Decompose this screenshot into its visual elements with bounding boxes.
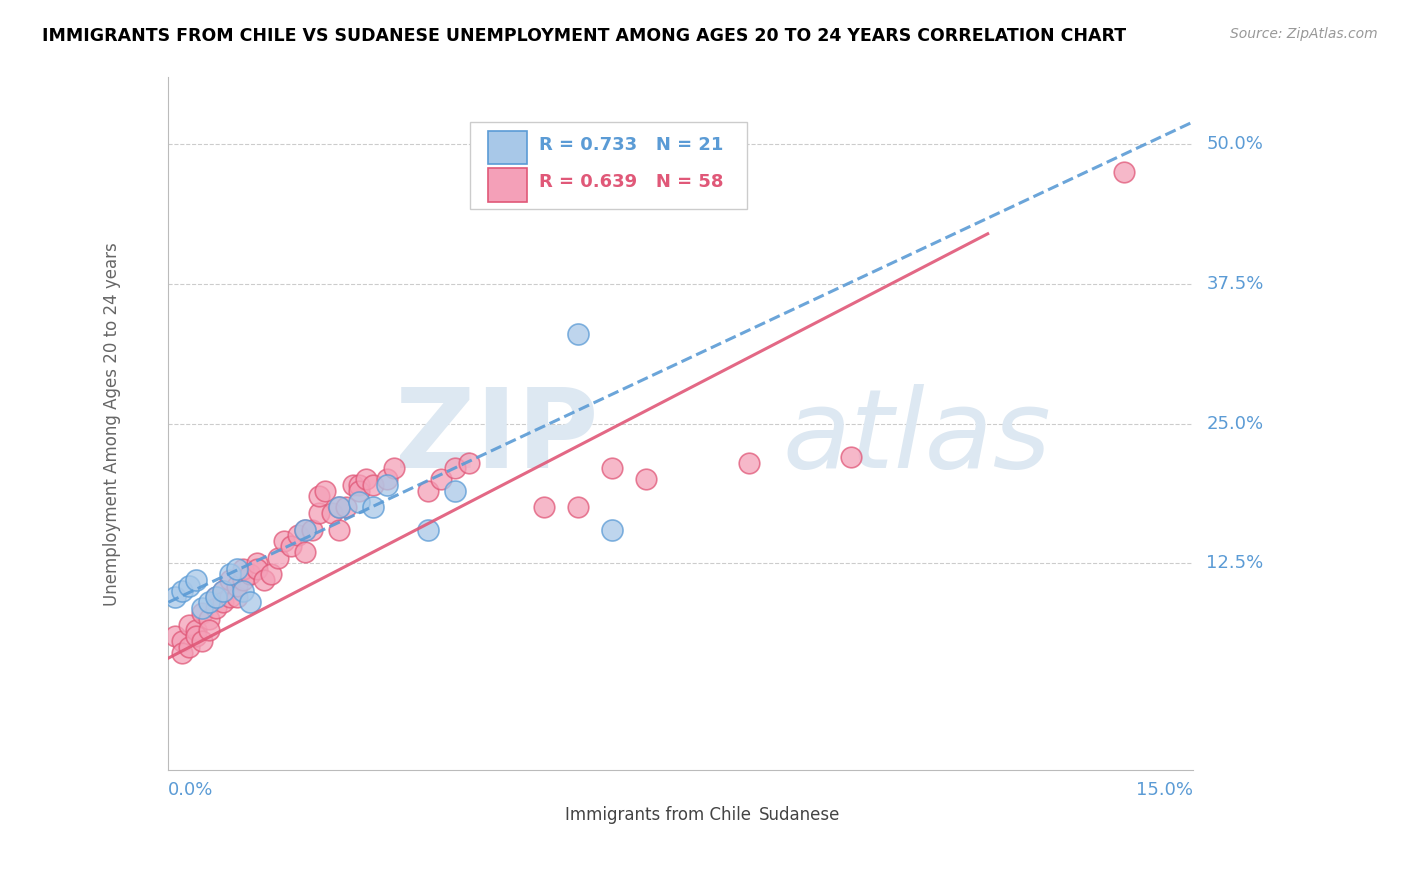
Point <box>246 556 269 570</box>
Point <box>328 500 350 515</box>
Point <box>738 456 761 470</box>
Point <box>218 573 240 587</box>
Point <box>328 500 350 515</box>
Point <box>636 473 658 487</box>
Point <box>600 461 623 475</box>
FancyBboxPatch shape <box>471 122 747 209</box>
FancyBboxPatch shape <box>531 804 558 827</box>
Point <box>177 640 200 654</box>
Point <box>416 523 439 537</box>
Point <box>335 500 357 515</box>
Point <box>273 533 295 548</box>
Point <box>294 545 316 559</box>
Point <box>225 578 247 592</box>
Point <box>165 629 187 643</box>
Point <box>212 584 235 599</box>
Point <box>361 478 384 492</box>
Point <box>198 612 221 626</box>
Text: 25.0%: 25.0% <box>1206 415 1264 433</box>
Text: Unemployment Among Ages 20 to 24 years: Unemployment Among Ages 20 to 24 years <box>103 242 121 606</box>
Point <box>280 540 302 554</box>
Text: Source: ZipAtlas.com: Source: ZipAtlas.com <box>1230 27 1378 41</box>
Point <box>308 489 330 503</box>
Point <box>567 327 589 342</box>
Point <box>170 646 193 660</box>
Point <box>342 478 364 492</box>
Point <box>191 601 214 615</box>
Point <box>232 562 254 576</box>
Point <box>239 567 262 582</box>
Point <box>225 590 247 604</box>
Point <box>184 629 207 643</box>
Point <box>205 590 228 604</box>
Point <box>533 500 555 515</box>
Text: R = 0.639   N = 58: R = 0.639 N = 58 <box>538 173 724 192</box>
Point <box>328 523 350 537</box>
Text: Sudanese: Sudanese <box>759 805 841 824</box>
Point <box>212 595 235 609</box>
Point <box>191 634 214 648</box>
Point <box>287 528 309 542</box>
Point <box>314 483 336 498</box>
Point <box>170 584 193 599</box>
Point <box>457 456 479 470</box>
FancyBboxPatch shape <box>488 131 527 164</box>
Point <box>177 617 200 632</box>
Point <box>253 573 276 587</box>
Point <box>375 478 398 492</box>
Point <box>356 473 378 487</box>
Point <box>349 478 371 492</box>
Point <box>205 601 228 615</box>
Point <box>212 584 235 599</box>
FancyBboxPatch shape <box>727 804 752 827</box>
Point <box>444 461 467 475</box>
Point <box>321 506 343 520</box>
FancyBboxPatch shape <box>488 169 527 202</box>
Point <box>218 567 240 582</box>
Text: 37.5%: 37.5% <box>1206 275 1264 293</box>
Text: ZIP: ZIP <box>395 384 599 491</box>
Point <box>294 523 316 537</box>
Point <box>225 562 247 576</box>
Point <box>198 595 221 609</box>
Text: 0.0%: 0.0% <box>169 781 214 799</box>
Text: IMMIGRANTS FROM CHILE VS SUDANESE UNEMPLOYMENT AMONG AGES 20 TO 24 YEARS CORRELA: IMMIGRANTS FROM CHILE VS SUDANESE UNEMPL… <box>42 27 1126 45</box>
Point <box>232 573 254 587</box>
Point <box>416 483 439 498</box>
Text: 12.5%: 12.5% <box>1206 554 1264 573</box>
Text: atlas: atlas <box>783 384 1052 491</box>
Text: R = 0.733   N = 21: R = 0.733 N = 21 <box>538 136 724 154</box>
Point <box>232 584 254 599</box>
Point <box>349 483 371 498</box>
Point <box>361 500 384 515</box>
Point <box>184 573 207 587</box>
Text: Immigrants from Chile: Immigrants from Chile <box>565 805 751 824</box>
Point <box>308 506 330 520</box>
Point <box>301 523 323 537</box>
Text: 50.0%: 50.0% <box>1206 136 1263 153</box>
Point <box>246 562 269 576</box>
Point <box>198 624 221 638</box>
Point <box>430 473 453 487</box>
Point <box>205 590 228 604</box>
Point <box>260 567 283 582</box>
Point <box>1114 165 1136 179</box>
Point <box>600 523 623 537</box>
Point <box>382 461 405 475</box>
Point <box>170 634 193 648</box>
Point <box>218 590 240 604</box>
Point <box>165 590 187 604</box>
Point <box>177 578 200 592</box>
Point <box>444 483 467 498</box>
Point <box>239 595 262 609</box>
Point <box>839 450 862 464</box>
Point <box>567 500 589 515</box>
Point <box>294 523 316 537</box>
Point <box>184 624 207 638</box>
Point <box>191 607 214 621</box>
Point <box>375 473 398 487</box>
Point <box>349 495 371 509</box>
Point <box>266 550 288 565</box>
Text: 15.0%: 15.0% <box>1136 781 1192 799</box>
